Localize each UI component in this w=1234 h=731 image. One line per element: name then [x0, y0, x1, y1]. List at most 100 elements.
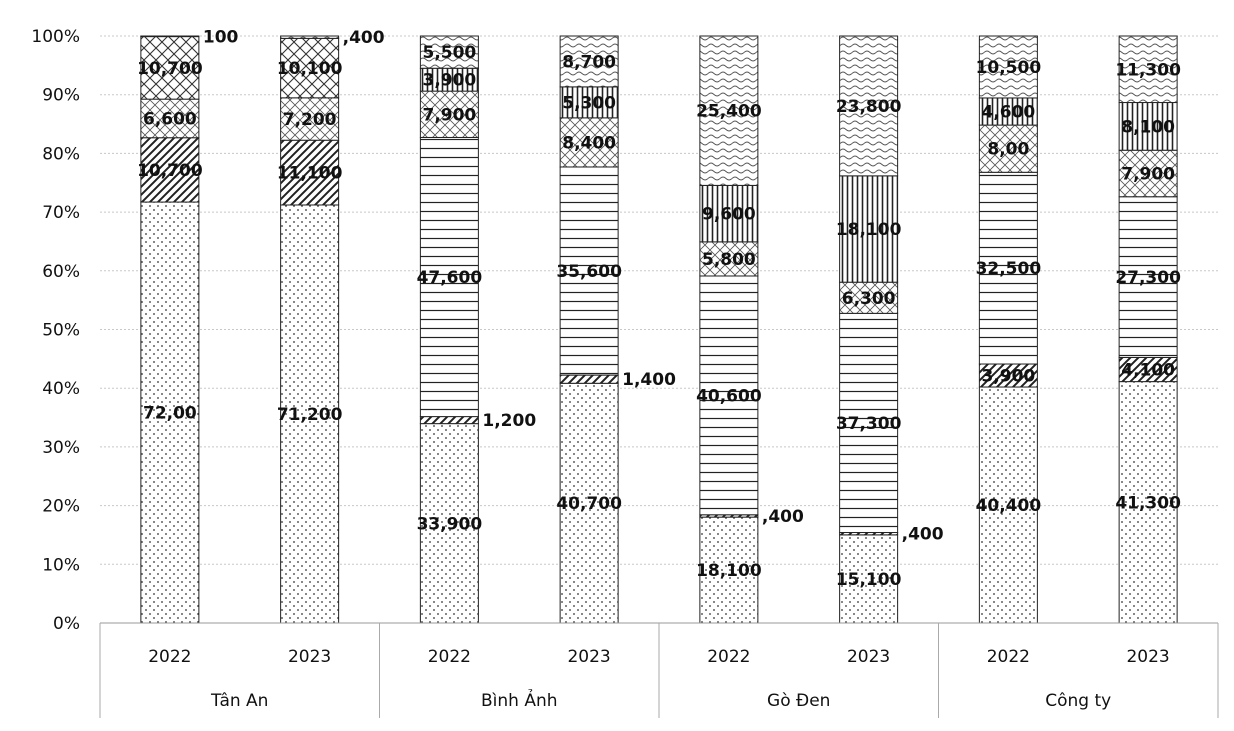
y-axis: 0% 10% 20% 30% 40% 50% 60% 70% 80% 90% 100%	[31, 27, 80, 634]
data-label: 8,100	[1121, 117, 1175, 137]
group-label: Công ty	[1045, 691, 1111, 711]
y-tick-label: 90%	[42, 86, 80, 106]
data-label: 100	[203, 27, 239, 47]
data-label: 47,600	[417, 268, 483, 288]
bar-segment-wave	[978, 35, 1038, 99]
data-label: 7,900	[1121, 164, 1175, 184]
bar-segment-vertical	[978, 97, 1038, 126]
y-tick-label: 100%	[31, 27, 80, 47]
data-label: 11,300	[1115, 60, 1181, 80]
data-label: 15,100	[836, 570, 902, 590]
data-label: 33,900	[417, 514, 483, 534]
bar-segment-horizontal	[1118, 196, 1178, 358]
y-tick-label: 20%	[42, 497, 80, 517]
data-label: 5,500	[422, 43, 476, 63]
data-label: 18,100	[696, 561, 762, 581]
y-tick-label: 80%	[42, 144, 80, 164]
y-tick-label: 50%	[42, 321, 80, 341]
bar-segment-dots	[1118, 381, 1178, 624]
bar-segment-dots	[699, 516, 759, 624]
group-label: Bình Ảnh	[481, 688, 558, 711]
data-label: 41,300	[1115, 493, 1181, 513]
data-label: 5,800	[702, 250, 756, 270]
data-label: ,400	[902, 525, 944, 545]
bar-segment-diagonal	[280, 139, 340, 206]
data-label: 25,400	[696, 102, 762, 122]
data-labels: 72,0010,7006,60010,70010071,20011,1007,2…	[137, 27, 1181, 590]
category-label: 2023	[1126, 647, 1169, 667]
data-label: 3,900	[981, 367, 1035, 387]
bar-segment-wave	[419, 35, 479, 69]
data-label: 6,300	[842, 289, 896, 309]
bar-segment-wave	[559, 35, 619, 88]
category-label: 2022	[428, 647, 471, 667]
data-label: 6,600	[143, 109, 197, 129]
category-label: 2023	[847, 647, 890, 667]
bar-segment-dots	[559, 382, 619, 624]
data-label: 8,400	[562, 133, 616, 153]
y-tick-label: 70%	[42, 203, 80, 223]
data-label: 40,400	[976, 496, 1042, 516]
data-label: 40,600	[696, 386, 762, 406]
y-tick-label: 30%	[42, 438, 80, 458]
data-label: 10,500	[976, 58, 1042, 78]
group-label: Tân An	[210, 691, 268, 711]
data-label: 72,00	[143, 404, 197, 424]
bar-segment-crosshatch-light	[1118, 149, 1178, 198]
data-label: ,400	[762, 507, 804, 527]
category-label: 2022	[987, 647, 1030, 667]
data-label: 32,500	[976, 259, 1042, 279]
bar-segment-vertical	[559, 86, 619, 119]
bar-segment-wave	[1118, 35, 1178, 104]
data-label: 7,200	[283, 110, 337, 130]
bar-segment-dots	[978, 386, 1038, 624]
x-axis: Tân An Bình Ảnh Gò Đen Công ty 2022 2023 2022 2…	[99, 622, 1219, 718]
bar-segment-diagonal	[140, 137, 200, 203]
bar-segment-vertical	[839, 175, 899, 283]
bar-segment-dots	[280, 204, 340, 624]
bar-segment-crosshatch-light	[699, 241, 759, 277]
category-label: 2022	[707, 647, 750, 667]
bar-segment-diagonal	[1118, 356, 1178, 383]
bar-segment-dots	[419, 423, 479, 624]
bar-segment-crosshatch-light	[839, 281, 899, 314]
data-label: 10,700	[137, 161, 203, 181]
data-label: 11,100	[277, 164, 343, 184]
data-label: 4,100	[1121, 361, 1175, 381]
data-label: 37,300	[836, 414, 902, 434]
y-tick-label: 10%	[42, 555, 80, 575]
bar-segment-vertical	[1118, 102, 1178, 151]
data-label: 8,700	[562, 52, 616, 72]
bar-segment-horizontal	[839, 312, 899, 534]
bar-segment-wave	[280, 35, 340, 39]
data-label: 18,100	[836, 220, 902, 240]
data-label: 8,00	[987, 140, 1029, 160]
y-tick-label: 0%	[53, 614, 80, 634]
bar-segment-diagonal	[559, 374, 619, 384]
category-label: 2023	[567, 647, 610, 667]
y-tick-label: 40%	[42, 379, 80, 399]
category-label: 2023	[288, 647, 331, 667]
bar-segment-crosshatch-light	[419, 90, 479, 138]
bar-segment-crosshatch	[140, 36, 200, 100]
data-label: 10,700	[137, 59, 203, 79]
data-label: 5,300	[562, 93, 616, 113]
bar-segment-wave	[140, 35, 200, 38]
data-label: ,400	[343, 28, 385, 48]
data-label: 7,900	[422, 105, 476, 125]
data-label: 10,100	[277, 59, 343, 79]
bar-segment-crosshatch	[280, 37, 340, 99]
bar-segment-wave	[699, 35, 759, 186]
data-label: 1,200	[482, 411, 536, 431]
bar-segment-wave	[839, 35, 899, 177]
data-label: 71,200	[277, 405, 343, 425]
category-label: 2022	[148, 647, 191, 667]
bar-segment-horizontal	[419, 136, 479, 418]
group-label: Gò Đen	[767, 691, 830, 711]
data-label: 3,900	[422, 71, 476, 91]
data-label: 35,600	[556, 262, 622, 282]
bar-segment-horizontal	[699, 275, 759, 516]
bar-stacks	[140, 35, 1178, 624]
